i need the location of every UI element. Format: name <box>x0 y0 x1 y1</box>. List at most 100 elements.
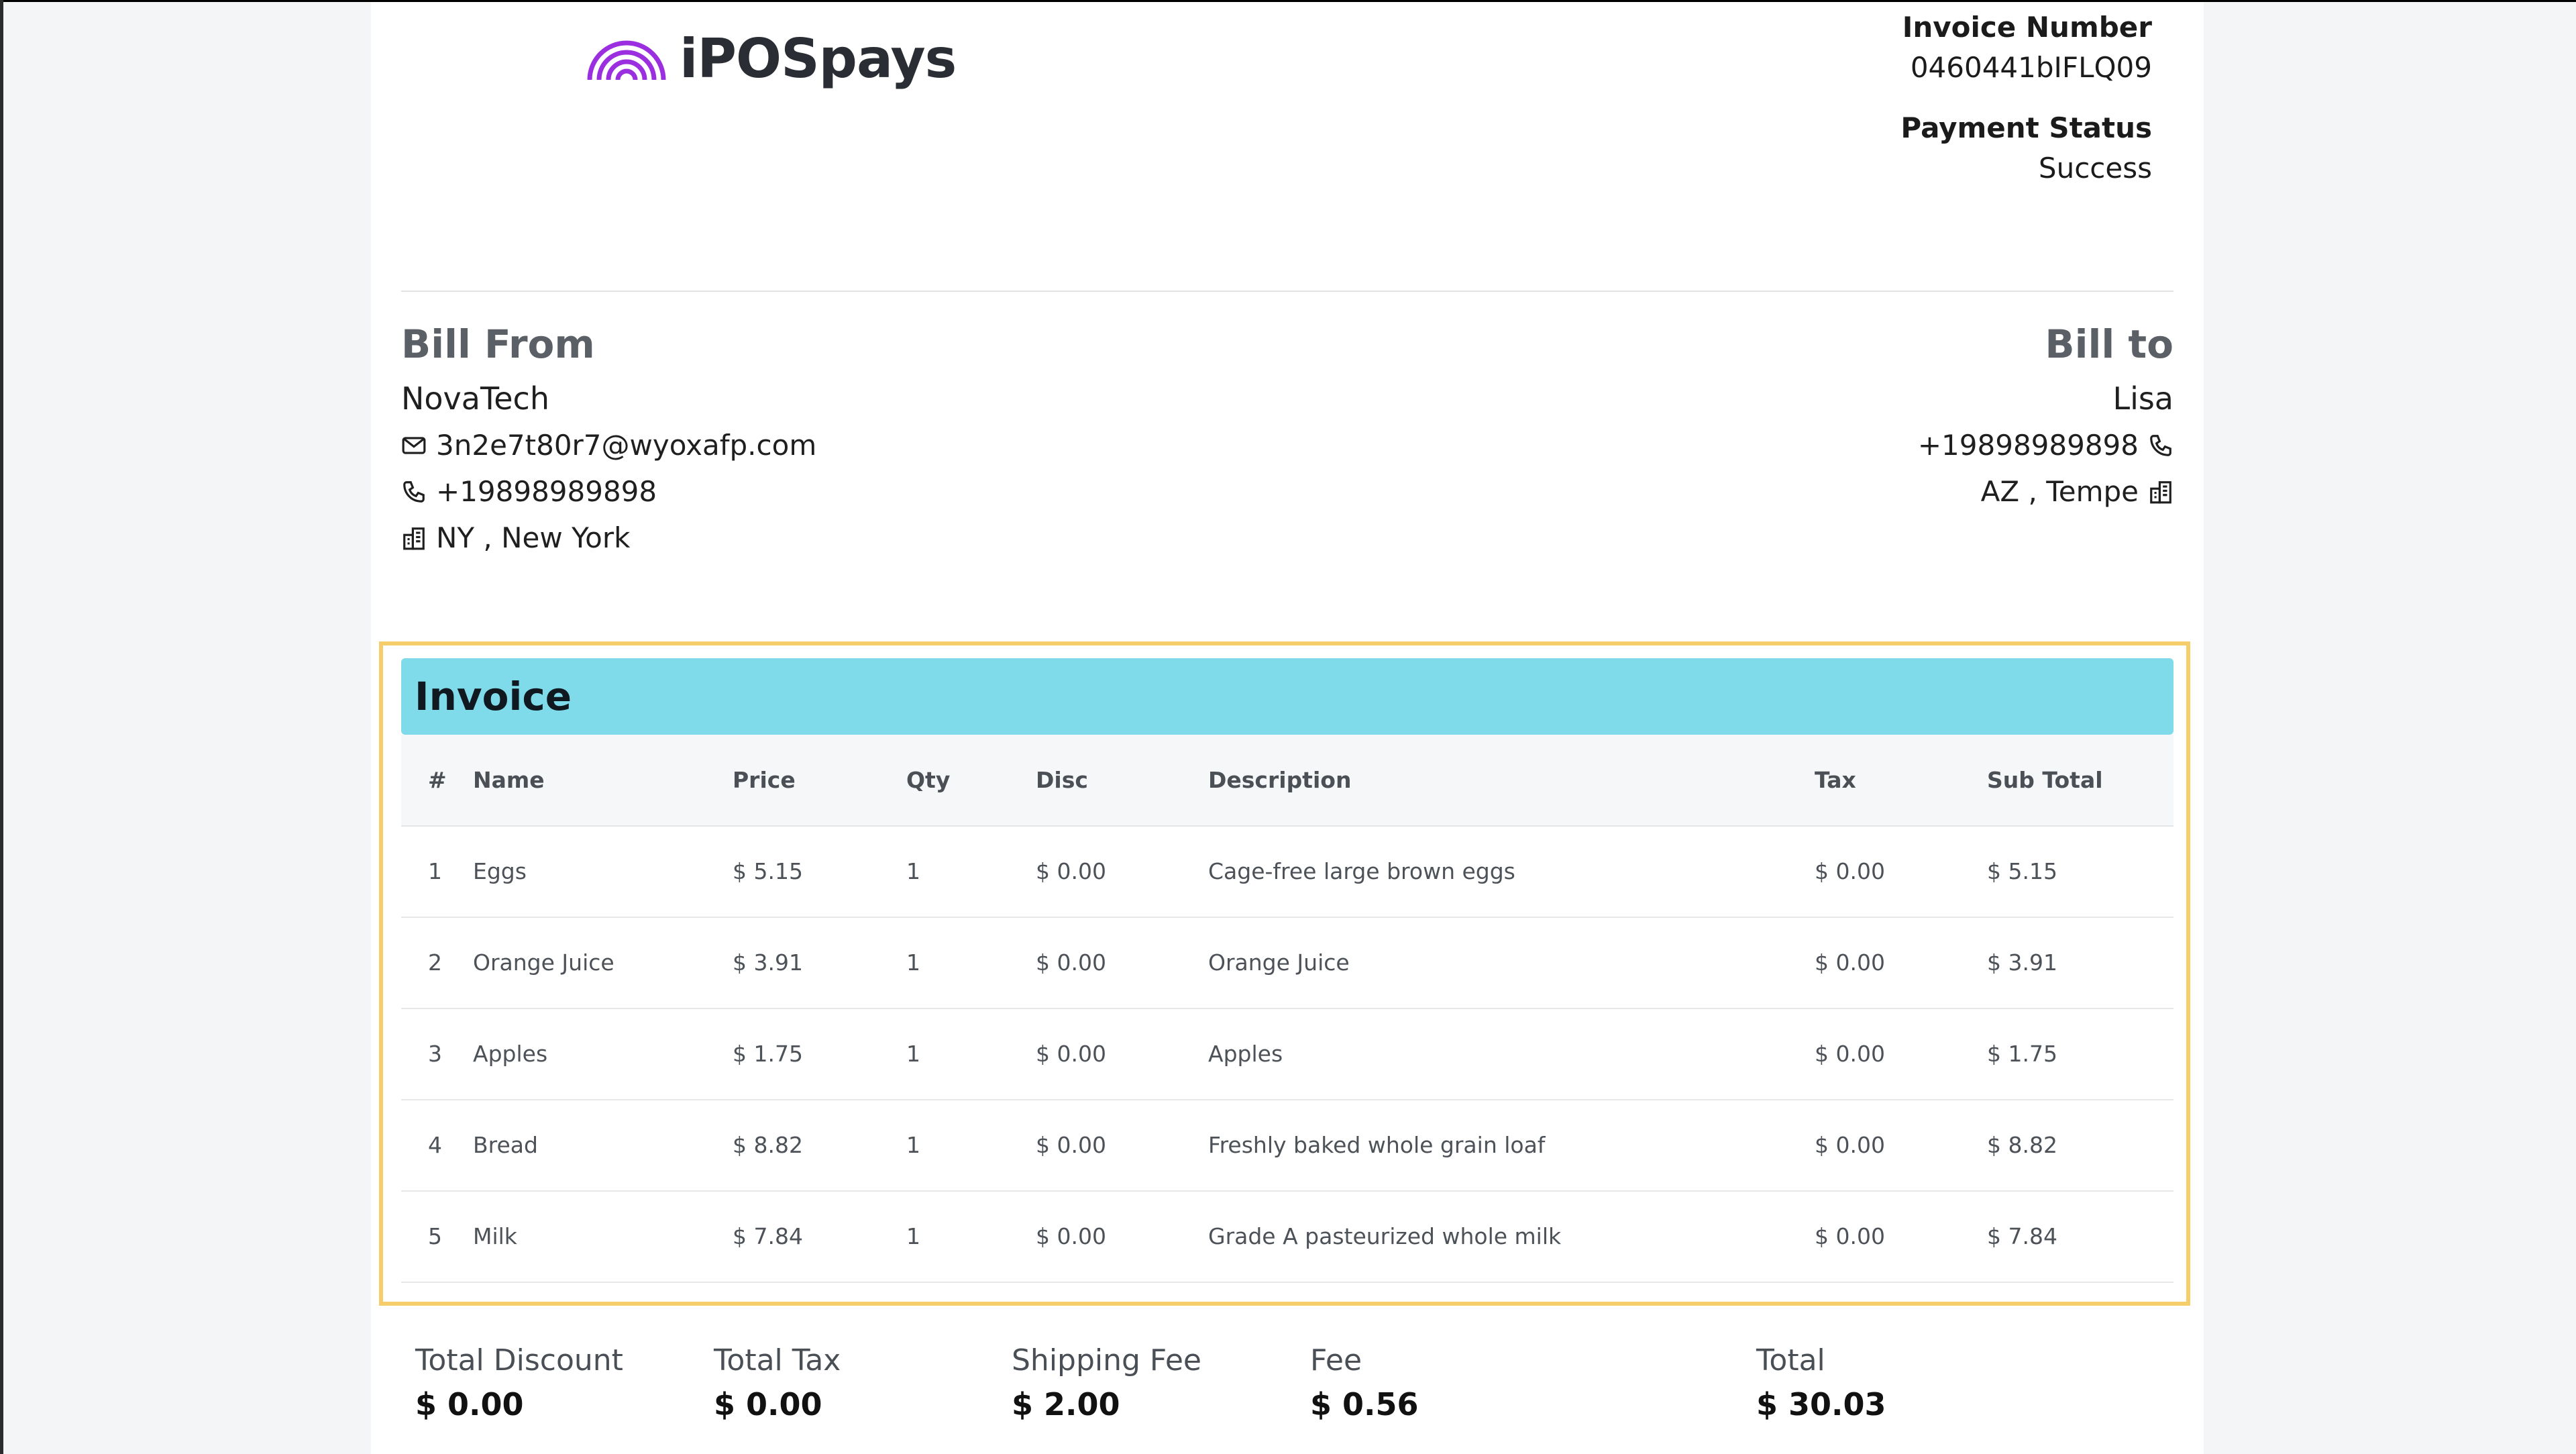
payment-status-label: Payment Status <box>1900 111 2152 144</box>
cell-subtotal: $ 1.75 <box>1987 1041 2057 1067</box>
cell-tax: $ 0.00 <box>1815 949 1885 976</box>
bill-from-heading: Bill From <box>401 321 595 367</box>
invoice-number-label: Invoice Number <box>1902 11 2152 44</box>
cell-disc: $ 0.00 <box>1036 1041 1106 1067</box>
cell-name: Eggs <box>473 858 527 884</box>
bill-from-name: NovaTech <box>401 380 549 417</box>
cell-tax: $ 0.00 <box>1815 1223 1885 1249</box>
cell-number: 5 <box>428 1223 442 1249</box>
cell-qty: 1 <box>906 1132 920 1158</box>
invoice-table-header: # Name Price Qty Disc Description Tax Su… <box>401 735 2174 827</box>
payment-status: Success <box>2038 152 2152 185</box>
table-row: 3 Apples $ 1.75 1 $ 0.00 Apples $ 0.00 $… <box>401 1009 2174 1100</box>
phone-icon <box>403 480 425 503</box>
rainbow-arcs-icon <box>587 40 666 81</box>
total-tax-value: $ 0.00 <box>714 1386 822 1422</box>
cell-qty: 1 <box>906 1223 920 1249</box>
cell-description: Grade A pasteurized whole milk <box>1208 1223 1562 1249</box>
invoice-banner: Invoice <box>401 658 2174 735</box>
shipping-fee: Shipping Fee $ 2.00 <box>1012 1341 1201 1428</box>
cell-price: $ 5.15 <box>733 858 803 884</box>
column-header-subtotal: Sub Total <box>1987 767 2103 793</box>
cell-price: $ 8.82 <box>733 1132 803 1158</box>
total-discount-label: Total Discount <box>415 1343 623 1378</box>
bill-to-heading: Bill to <box>2045 321 2174 367</box>
top-border <box>0 0 2576 2</box>
bill-to-name: Lisa <box>2112 380 2174 417</box>
table-row: 5 Milk $ 7.84 1 $ 0.00 Grade A pasteuriz… <box>401 1192 2174 1283</box>
bill-to-phone: +19898989898 <box>1917 429 2139 462</box>
cell-description: Apples <box>1208 1041 1283 1067</box>
fee-value: $ 0.56 <box>1310 1386 1419 1422</box>
cell-number: 3 <box>428 1041 442 1067</box>
cell-number: 2 <box>428 949 442 976</box>
cell-subtotal: $ 3.91 <box>1987 949 2057 976</box>
cell-disc: $ 0.00 <box>1036 1223 1106 1249</box>
phone-icon <box>2150 434 2171 456</box>
brand-name: iPOSpays <box>680 28 957 90</box>
envelope-icon <box>402 436 426 454</box>
total-tax-label: Total Tax <box>714 1343 841 1378</box>
cell-subtotal: $ 5.15 <box>1987 858 2057 884</box>
cell-name: Milk <box>473 1223 517 1249</box>
bill-to-location-line: AZ , Tempe <box>1918 468 2174 515</box>
buildings-icon <box>403 527 425 550</box>
cell-tax: $ 0.00 <box>1815 858 1885 884</box>
invoice-page: iPOSpays Invoice Number 0460441bIFLQ09 P… <box>371 2 2204 1454</box>
bill-to-location: AZ , Tempe <box>1980 475 2139 508</box>
column-header-name: Name <box>473 767 545 793</box>
invoice-meta: Invoice Number 0460441bIFLQ09 Payment St… <box>1900 7 2152 189</box>
grand-total: Total $ 30.03 <box>1756 1341 1886 1428</box>
column-header-qty: Qty <box>906 767 951 793</box>
divider <box>401 291 2174 292</box>
bill-from-location: NY , New York <box>436 521 631 554</box>
total-discount: Total Discount $ 0.00 <box>415 1341 623 1428</box>
cell-qty: 1 <box>906 858 920 884</box>
cell-disc: $ 0.00 <box>1036 949 1106 976</box>
table-row: 2 Orange Juice $ 3.91 1 $ 0.00 Orange Ju… <box>401 918 2174 1009</box>
bill-from-email[interactable]: 3n2e7t80r7@wyoxafp.com <box>436 429 817 462</box>
bill-from-phone: +19898989898 <box>436 475 657 508</box>
cell-qty: 1 <box>906 949 920 976</box>
cell-description: Cage-free large brown eggs <box>1208 858 1515 884</box>
cell-number: 1 <box>428 858 442 884</box>
buildings-icon <box>2150 480 2171 503</box>
cell-description: Freshly baked whole grain loaf <box>1208 1132 1546 1158</box>
fee-label: Fee <box>1310 1343 1362 1378</box>
cell-name: Orange Juice <box>473 949 614 976</box>
fee: Fee $ 0.56 <box>1310 1341 1419 1428</box>
invoice-title: Invoice <box>415 674 572 719</box>
column-header-description: Description <box>1208 767 1352 793</box>
cell-tax: $ 0.00 <box>1815 1132 1885 1158</box>
bill-from-location-line: NY , New York <box>401 515 816 561</box>
shipping-fee-label: Shipping Fee <box>1012 1343 1201 1378</box>
cell-name: Bread <box>473 1132 538 1158</box>
bill-from-email-line: 3n2e7t80r7@wyoxafp.com <box>401 422 816 468</box>
bill-to-section: Bill to Lisa +19898989898 AZ , Tempe <box>1918 317 2174 515</box>
cell-disc: $ 0.00 <box>1036 1132 1106 1158</box>
total-discount-value: $ 0.00 <box>415 1386 524 1422</box>
cell-price: $ 3.91 <box>733 949 803 976</box>
cell-subtotal: $ 8.82 <box>1987 1132 2057 1158</box>
brand-logo: iPOSpays <box>586 28 957 90</box>
invoice-highlight-frame <box>379 641 2190 1306</box>
grand-total-label: Total <box>1756 1343 1825 1378</box>
left-border <box>0 0 3 1454</box>
table-row: 1 Eggs $ 5.15 1 $ 0.00 Cage-free large b… <box>401 827 2174 918</box>
cell-price: $ 7.84 <box>733 1223 803 1249</box>
cell-name: Apples <box>473 1041 548 1067</box>
bill-to-phone-line: +19898989898 <box>1918 422 2174 468</box>
column-header-number: # <box>428 767 447 793</box>
column-header-price: Price <box>733 767 796 793</box>
bill-from-section: Bill From NovaTech 3n2e7t80r7@wyoxafp.co… <box>401 317 816 561</box>
column-header-disc: Disc <box>1036 767 1088 793</box>
shipping-fee-value: $ 2.00 <box>1012 1386 1120 1422</box>
cell-qty: 1 <box>906 1041 920 1067</box>
invoice-number: 0460441bIFLQ09 <box>1910 51 2152 84</box>
cell-price: $ 1.75 <box>733 1041 803 1067</box>
cell-subtotal: $ 7.84 <box>1987 1223 2057 1249</box>
cell-number: 4 <box>428 1132 442 1158</box>
cell-description: Orange Juice <box>1208 949 1350 976</box>
table-row: 4 Bread $ 8.82 1 $ 0.00 Freshly baked wh… <box>401 1100 2174 1192</box>
cell-disc: $ 0.00 <box>1036 858 1106 884</box>
